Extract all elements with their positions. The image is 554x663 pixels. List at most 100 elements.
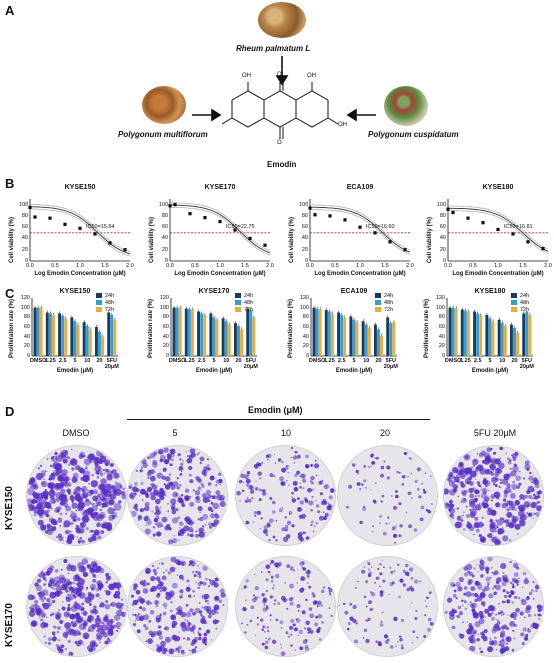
dose-xlabel-3: Log Emodin Concentration (μM) xyxy=(452,271,544,277)
bar-ytick-2-4: 80 xyxy=(302,314,309,321)
data-point xyxy=(358,225,362,229)
bar-72h xyxy=(466,311,470,356)
data-point xyxy=(123,248,127,252)
colony-stain xyxy=(27,558,126,656)
ci-upper xyxy=(170,202,271,251)
bar-48h xyxy=(73,321,77,356)
bar-plot-2 xyxy=(310,298,397,357)
bar-xtick-3-3: 5 xyxy=(488,358,492,364)
col-label-5fu: 5FU 20μM xyxy=(473,428,517,438)
bar-72h xyxy=(39,307,43,356)
ic50-label-0: IC50=15.64 xyxy=(86,223,115,230)
colony-stain xyxy=(338,559,434,650)
bar-xlabel-1: Emodin (μM) xyxy=(195,368,233,374)
bar-24h xyxy=(473,311,477,356)
dish-kyse170-2 xyxy=(235,556,336,657)
arrow-left-icon xyxy=(346,108,376,122)
data-point xyxy=(403,248,407,252)
dish-kyse150-0 xyxy=(26,445,127,546)
dose-title-3: KYSE180 xyxy=(482,184,514,191)
data-point xyxy=(33,215,37,219)
legend-swatch xyxy=(511,307,517,312)
dose-xlabel-0: Log Emodin Concentration (μM) xyxy=(34,271,126,277)
bar-ytick-2-5: 100 xyxy=(299,304,309,311)
data-point xyxy=(63,222,67,226)
dose-ytick-2-5: 100 xyxy=(299,201,309,208)
dose-xtick-3-4: 2.0 xyxy=(544,263,552,269)
dose-plot-3 xyxy=(446,199,549,262)
data-point xyxy=(218,219,222,224)
ci-upper xyxy=(310,204,411,251)
dose-ytick-1-3: 60 xyxy=(161,224,168,231)
panel-label-a: A xyxy=(5,3,15,18)
panel-label-c: C xyxy=(5,286,15,301)
rheum-photo xyxy=(258,2,306,38)
bar-xtick-2-1: 1.25 xyxy=(324,358,335,364)
data-point xyxy=(173,203,177,207)
data-point xyxy=(168,204,172,208)
bar-72h xyxy=(392,322,396,356)
ci-lower xyxy=(448,210,549,254)
bar-48h xyxy=(85,326,89,356)
dose-xtick-1-3: 1.5 xyxy=(241,263,249,269)
dose-ylabel-1: Cell viability (%) xyxy=(149,216,155,263)
dish-kyse150-3 xyxy=(337,445,438,546)
colony-stain xyxy=(444,446,543,545)
ic50-label-2: IC50=16.60 xyxy=(366,223,395,230)
bar-24h xyxy=(107,312,111,356)
bar-72h xyxy=(454,308,458,356)
legend-text: 48h xyxy=(244,299,254,306)
dose-xtick-2-2: 1.0 xyxy=(356,263,364,269)
bar-72h xyxy=(227,324,231,356)
legend-text: 24h xyxy=(520,292,530,299)
legend-swatch xyxy=(375,300,381,305)
dose-xtick-2-1: 0.5 xyxy=(331,263,339,269)
bar-ytick-2-6: 120 xyxy=(299,295,309,301)
bar-24h xyxy=(33,307,37,356)
dose-xlabel-1: Log Emodin Concentration (μM) xyxy=(174,271,266,277)
bar-48h xyxy=(340,314,344,356)
legend-text: 48h xyxy=(520,299,530,306)
legend-item-72h: 72h xyxy=(96,306,114,313)
bar-24h xyxy=(209,313,213,356)
bar-ytick-2-3: 60 xyxy=(302,324,309,330)
data-point xyxy=(28,205,32,210)
colony-stain xyxy=(130,557,226,655)
bar-xtick-3-6: 5FU xyxy=(521,358,533,364)
bar-ytick-0-1: 20 xyxy=(23,343,30,350)
dose-xtick-2-3: 1.5 xyxy=(381,263,389,269)
legend-item-24h: 24h xyxy=(235,292,253,299)
legend-swatch xyxy=(96,300,102,305)
bar-xtick-0-5: 20 xyxy=(96,358,103,364)
bar-72h xyxy=(491,321,495,356)
data-point xyxy=(188,212,192,216)
data-point xyxy=(93,232,97,236)
rheum-label: Rheum palmatum L xyxy=(236,44,311,53)
fit-curve xyxy=(309,206,411,253)
ic50-label-1: IC50=22.75 xyxy=(226,223,255,230)
bar-24h xyxy=(233,323,237,356)
legend-item-48h: 48h xyxy=(235,299,253,306)
bar-72h xyxy=(76,324,80,356)
bar-24h xyxy=(45,312,49,356)
bar-48h xyxy=(48,313,52,356)
bar-xtick-2-6: 5FU xyxy=(385,358,397,364)
data-point xyxy=(233,228,237,232)
bar-xtick-0-3: 5 xyxy=(73,358,77,364)
dose-ytick-1-0: 0 xyxy=(164,258,168,264)
bar-legend-1: 24h 48h 72h xyxy=(235,292,253,313)
bar-xtick-1-0: DMSO xyxy=(168,358,186,364)
bar-72h xyxy=(343,317,347,356)
col-label-5: 5 xyxy=(172,428,178,438)
bar-48h xyxy=(476,313,480,356)
data-point xyxy=(496,227,500,232)
bar-title-0: KYSE150 xyxy=(59,288,91,295)
col-label-10: 10 xyxy=(280,428,291,438)
bar-ytick-3-3: 60 xyxy=(438,324,445,330)
oh-label-2: OH xyxy=(307,73,316,79)
bar-48h xyxy=(36,307,40,356)
bar-xtick-3-0: DMSO xyxy=(444,358,462,364)
dose-xtick-1-2: 1.0 xyxy=(216,263,224,269)
dose-ytick-1-4: 80 xyxy=(161,212,168,219)
bar-xtick-0-0: DMSO xyxy=(29,358,47,364)
